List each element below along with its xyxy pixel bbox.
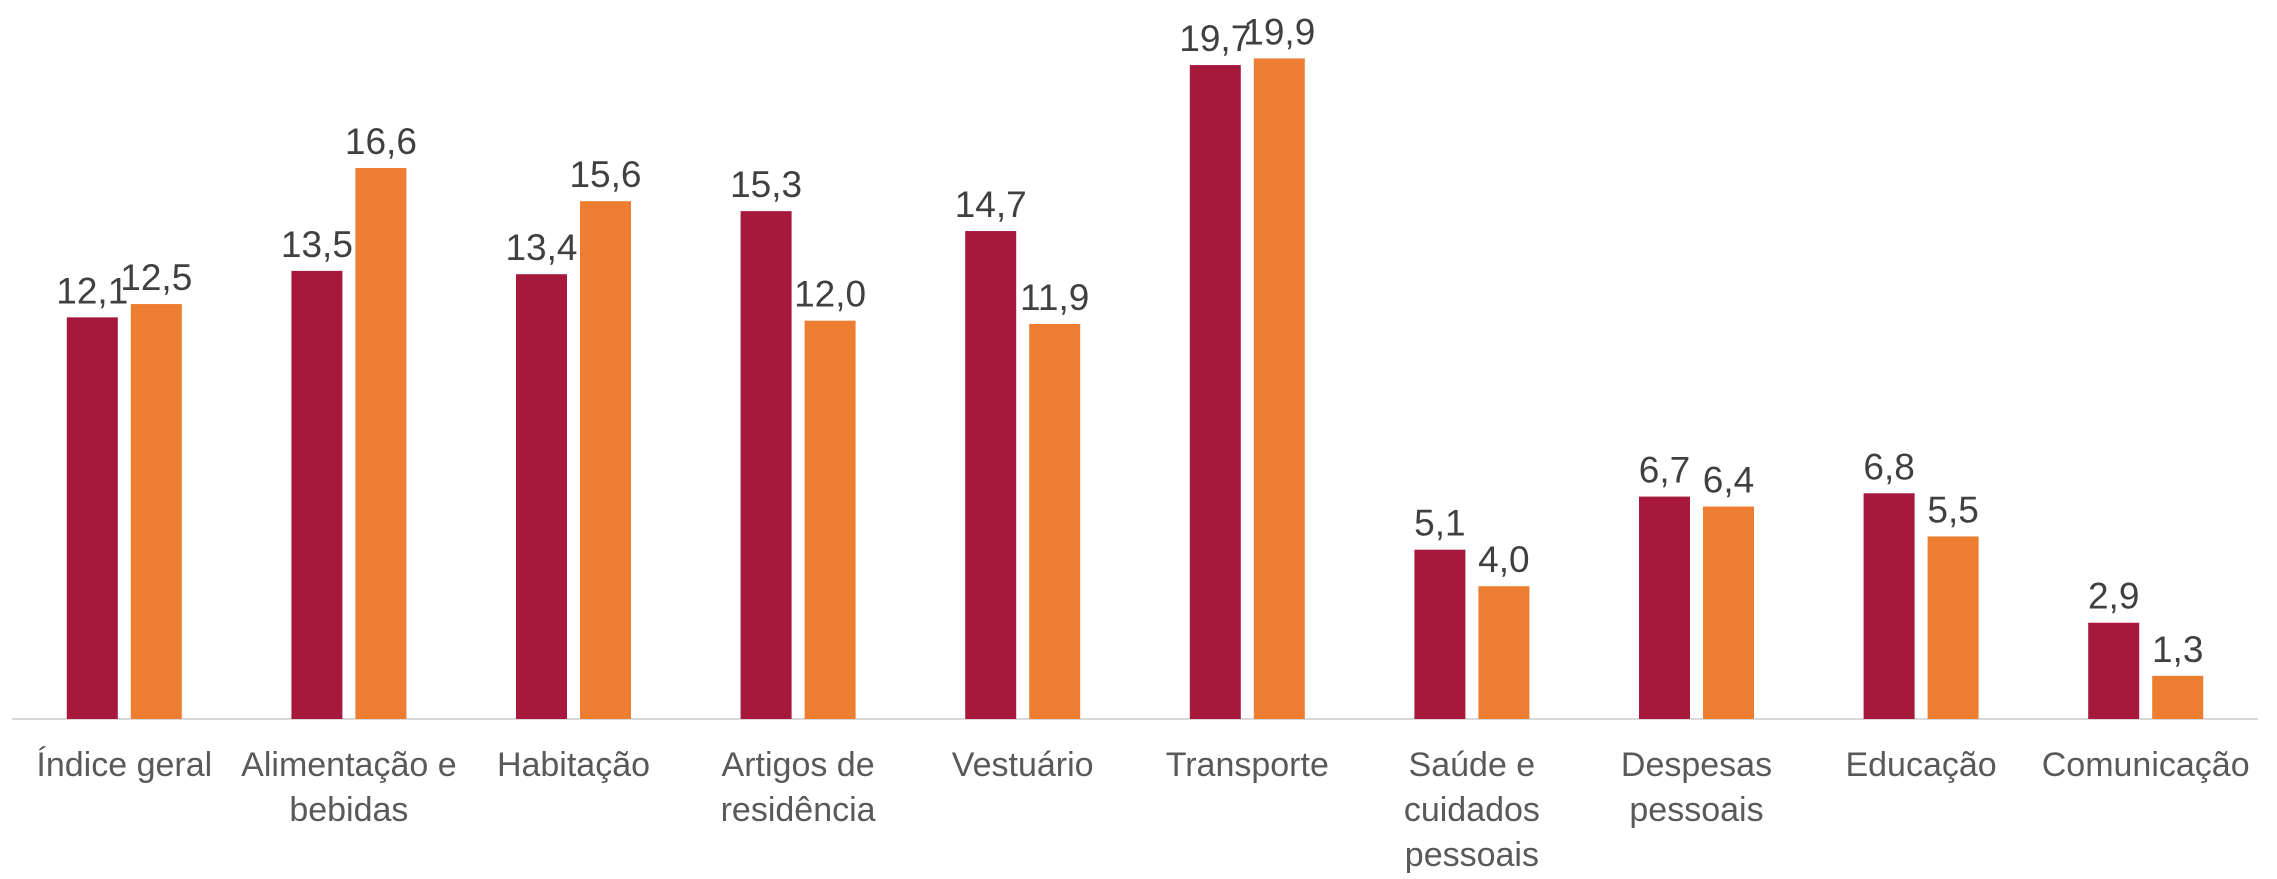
- data-label: 19,9: [1243, 11, 1315, 52]
- data-label: 2,9: [2088, 576, 2139, 617]
- x-tick-label: Vestuário: [951, 746, 1094, 784]
- bar: [1414, 549, 1466, 719]
- x-tick-label: Transporte: [1165, 746, 1329, 784]
- x-tick-label: Despesas pessoais: [1620, 746, 1773, 829]
- bar: [355, 167, 407, 719]
- data-label: 6,7: [1639, 450, 1690, 491]
- bar: [1639, 496, 1690, 719]
- data-label: 12,0: [794, 274, 866, 315]
- data-label: 1,3: [2152, 629, 2203, 670]
- data-label: 12,5: [120, 257, 192, 298]
- data-label: 4,0: [1478, 539, 1529, 580]
- bar: [291, 270, 343, 719]
- bar: [2152, 675, 2204, 719]
- bar: [965, 231, 1017, 719]
- data-label: 19,7: [1179, 18, 1251, 59]
- bar: [1703, 506, 1754, 719]
- bar: [1478, 586, 1530, 719]
- bar: [130, 304, 182, 719]
- bar: [516, 274, 567, 719]
- data-label: 5,5: [1927, 489, 1978, 530]
- x-tick-label: Saúde e cuidados pessoais: [1403, 746, 1540, 874]
- bar: [740, 211, 792, 719]
- bar: [66, 317, 118, 719]
- bar: [580, 201, 631, 719]
- bar: [804, 320, 856, 719]
- x-tick-label: Artigos de residência: [720, 746, 876, 829]
- bar: [2088, 622, 2140, 719]
- bar: [1189, 65, 1241, 719]
- data-label: 13,5: [281, 224, 353, 265]
- x-tick-label: Habitação: [496, 746, 651, 784]
- bar: [1029, 323, 1081, 719]
- bar: [1253, 58, 1305, 720]
- data-label: 12,1: [56, 270, 128, 311]
- x-tick-label: Comunicação: [2041, 746, 2250, 784]
- data-label: 16,6: [345, 121, 417, 162]
- x-tick-label: Educação: [1845, 746, 1997, 784]
- data-label: 15,6: [569, 154, 641, 195]
- data-label: 6,4: [1703, 460, 1754, 501]
- data-label: 13,4: [505, 227, 577, 268]
- data-label: 6,8: [1863, 446, 1914, 487]
- data-label: 11,9: [1020, 277, 1089, 318]
- bar: [1927, 536, 1979, 719]
- bar: [1863, 493, 1915, 719]
- x-tick-label: Índice geral: [36, 746, 213, 784]
- x-tick-label: Alimentação e bebidas: [241, 746, 457, 829]
- data-label: 14,7: [955, 184, 1027, 225]
- data-label: 15,3: [730, 164, 802, 205]
- data-label: 5,1: [1414, 503, 1465, 544]
